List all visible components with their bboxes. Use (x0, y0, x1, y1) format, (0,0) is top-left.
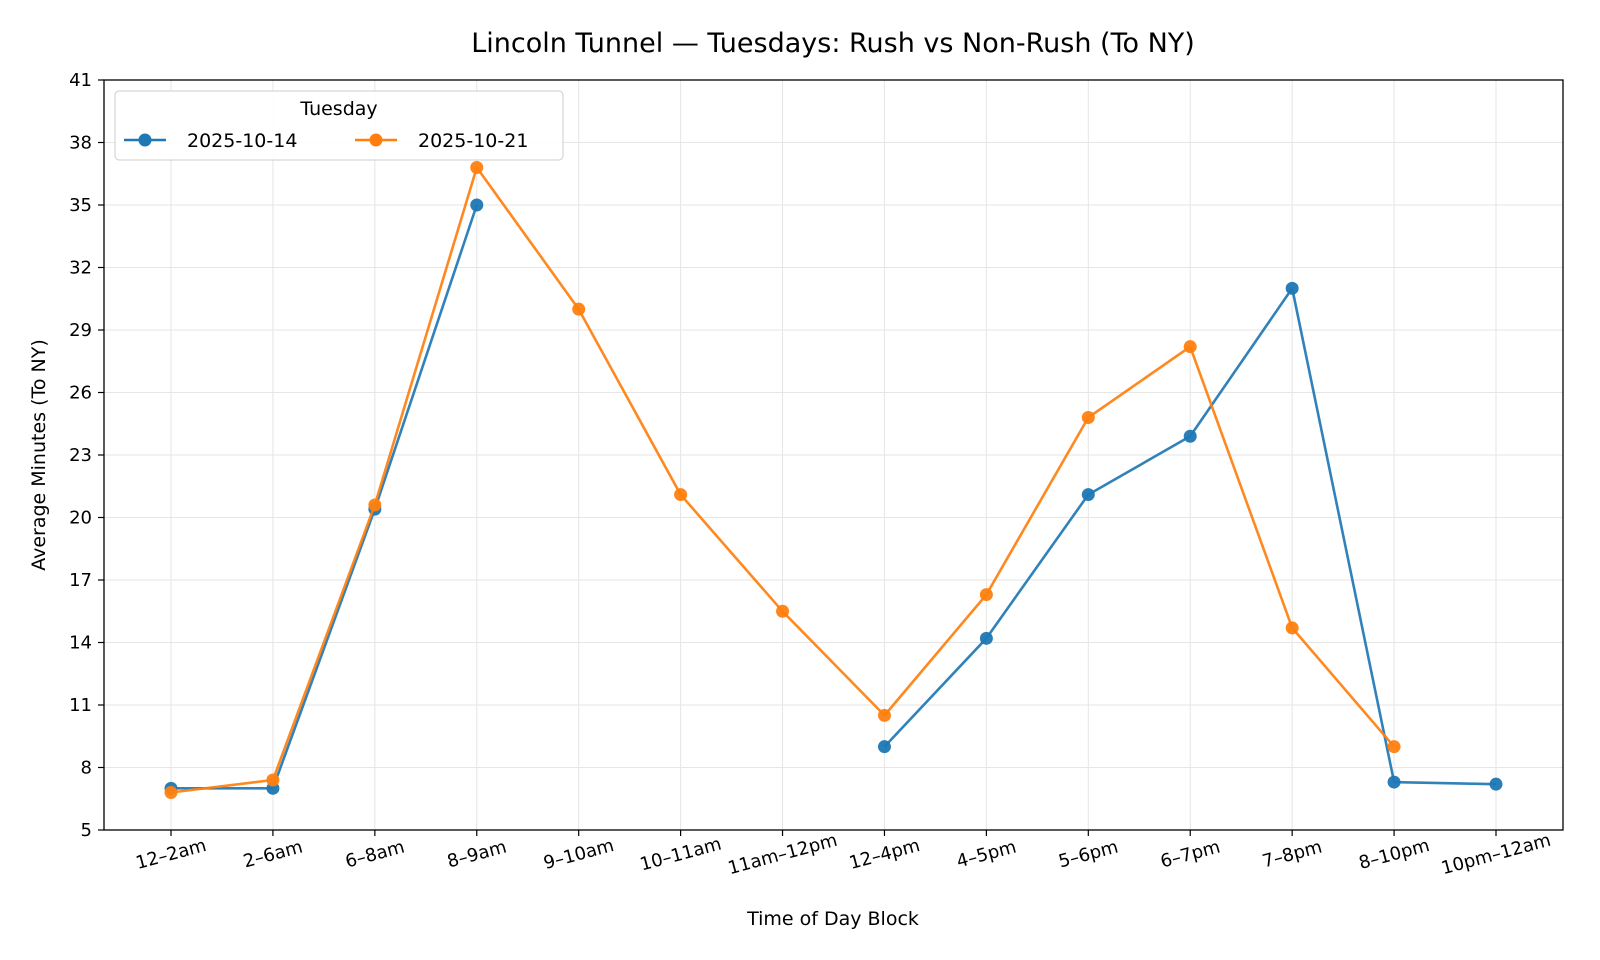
x-tick-label: 6–7pm (1158, 836, 1222, 872)
x-tick-label: 2–6am (241, 837, 305, 873)
x-tick-label: 10–11am (638, 834, 724, 876)
x-tick-label: 4–5pm (954, 836, 1018, 872)
legend-items: 2025-10-14 2025-10-21 (124, 130, 528, 152)
y-tick-label: 29 (69, 320, 92, 341)
x-tick-label: 8–9am (445, 837, 509, 873)
data-point (1285, 281, 1299, 295)
data-point (674, 488, 688, 502)
legend-entry: 2025-10-21 (355, 130, 528, 152)
x-axis-label: Time of Day Block (746, 908, 919, 930)
data-point (979, 631, 993, 645)
data-point (164, 786, 178, 799)
chart-title: Lincoln Tunnel — Tuesdays: Rush vs Non-R… (471, 28, 1195, 59)
x-tick-label: 8–10pm (1357, 835, 1432, 874)
data-point (1387, 740, 1401, 754)
x-tick-label: 9–10am (541, 835, 616, 874)
data-point (1489, 777, 1503, 791)
y-tick-label: 41 (69, 70, 92, 91)
y-tick-label: 14 (69, 633, 92, 654)
data-point (1387, 775, 1401, 789)
y-tick-label: 20 (69, 508, 92, 529)
x-tick-label: 12–4pm (847, 835, 922, 874)
x-tick-label: 6–8am (343, 837, 407, 873)
data-point (1183, 429, 1197, 443)
legend-box (114, 90, 564, 161)
data-point (266, 773, 280, 787)
data-point (979, 588, 993, 602)
x-tick-label: 5–6pm (1056, 836, 1120, 872)
data-point (1081, 411, 1095, 424)
data-point (572, 302, 586, 316)
x-tick-label: 10pm–12am (1439, 830, 1553, 879)
data-point (776, 604, 790, 618)
data-point (1285, 621, 1299, 635)
y-tick-label: 23 (69, 445, 92, 466)
y-tick-label: 5 (81, 820, 92, 841)
legend: Tuesday 2025-10-14 2025-10-21 (114, 90, 564, 161)
y-tick-label: 32 (69, 258, 92, 279)
data-point (1081, 488, 1095, 502)
x-axis: 12–2am 2–6am 6–8am 8–9am 9–10am 10–11am 11am–1… (134, 830, 1553, 879)
data-point (877, 740, 891, 754)
y-axis-label: Average Minutes (To NY) (28, 339, 50, 571)
data-point (368, 498, 382, 512)
legend-label: 2025-10-21 (418, 130, 528, 152)
y-tick-label: 38 (69, 133, 92, 154)
y-tick-label: 17 (69, 570, 92, 591)
legend-marker (369, 133, 383, 147)
y-tick-label: 26 (69, 383, 92, 404)
y-tick-label: 8 (81, 758, 92, 779)
series-2025-10-14 (164, 198, 1503, 795)
series-2025-10-21 (164, 161, 1401, 799)
data-point (470, 161, 484, 174)
x-tick-label: 7–8pm (1260, 836, 1324, 872)
data-point (1183, 340, 1197, 354)
grid (104, 79, 1563, 831)
series-line (171, 204, 1497, 790)
x-tick-label: 11am–12pm (726, 830, 840, 879)
x-tick-label: 12–2am (134, 835, 209, 874)
data-point (470, 198, 484, 212)
y-tick-label: 11 (69, 695, 92, 716)
legend-marker (138, 133, 152, 147)
y-axis: 5 8 11 14 17 20 23 26 29 32 35 38 41 (69, 70, 104, 841)
legend-entry: 2025-10-14 (124, 130, 297, 152)
series-layer (164, 161, 1503, 799)
legend-label: 2025-10-14 (187, 130, 297, 152)
y-tick-label: 35 (69, 195, 92, 216)
legend-title: Tuesday (299, 98, 377, 120)
data-point (877, 708, 891, 722)
